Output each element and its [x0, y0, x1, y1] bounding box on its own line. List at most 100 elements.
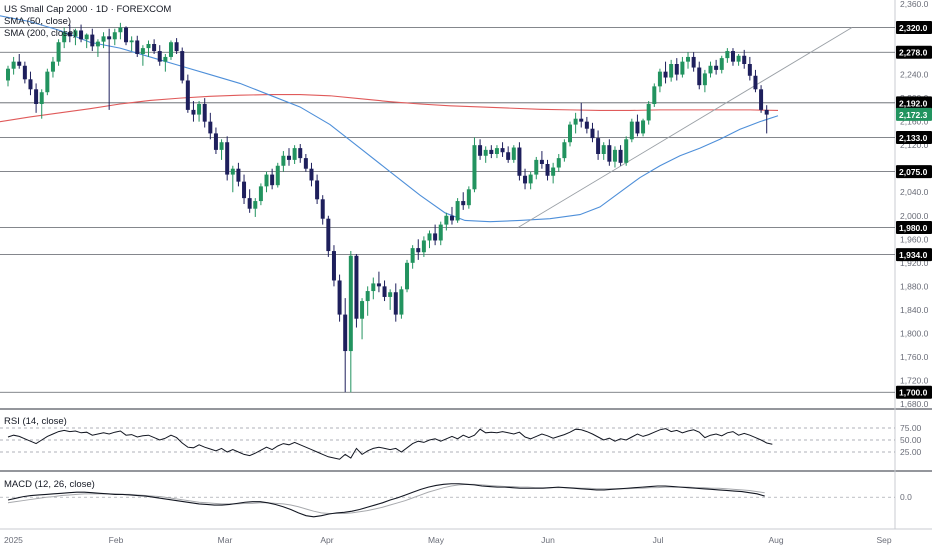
candle — [466, 189, 471, 206]
candle — [444, 215, 449, 225]
candle — [11, 61, 16, 69]
macd-legend: MACD (12, 26, close) — [4, 479, 95, 490]
candle — [405, 262, 410, 290]
candle — [494, 148, 499, 154]
candle — [674, 64, 679, 75]
candle — [17, 61, 22, 66]
candle — [371, 283, 376, 292]
level-label-box — [896, 385, 932, 399]
x-tick-label: Jun — [541, 535, 555, 545]
candle — [590, 128, 595, 139]
candle — [360, 301, 365, 319]
rsi-tick-label: 75.00 — [900, 423, 922, 433]
sma50-line — [0, 15, 779, 223]
candle — [489, 149, 494, 154]
candle — [455, 201, 460, 221]
candle — [399, 289, 404, 315]
level-label-box — [896, 45, 932, 59]
candle — [506, 152, 511, 160]
candle — [84, 34, 89, 40]
candle — [568, 124, 572, 143]
candle — [427, 233, 432, 241]
candle — [247, 198, 252, 209]
level-label: 2,075.0 — [899, 167, 928, 177]
candle — [618, 149, 623, 163]
macd-signal-line — [7, 483, 765, 514]
x-tick-label: May — [428, 535, 445, 545]
candle — [107, 36, 112, 40]
candle — [669, 64, 674, 78]
candle — [624, 139, 629, 163]
x-tick-label: Aug — [768, 535, 783, 545]
candle — [236, 168, 241, 182]
y-tick-label: 1,800.0 — [900, 328, 929, 338]
macd-tick-label: 0.0 — [900, 492, 912, 502]
candle — [416, 248, 421, 253]
candle — [354, 255, 359, 319]
y-tick-label: 1,880.0 — [900, 281, 929, 291]
candle — [461, 201, 466, 206]
level-label: 2,320.0 — [899, 23, 928, 33]
candle — [388, 292, 393, 297]
candle — [551, 167, 556, 176]
y-tick-label: 2,000.0 — [900, 211, 929, 221]
sma200-legend: SMA (200, close) — [4, 28, 77, 39]
trendline — [517, 27, 853, 228]
candle — [730, 51, 735, 62]
rsi-legend: RSI (14, close) — [4, 416, 67, 427]
candle — [652, 86, 657, 104]
y-tick-label: 2,160.0 — [900, 117, 929, 127]
candle — [759, 89, 764, 110]
candle — [208, 121, 213, 134]
candle — [376, 283, 381, 287]
candle — [90, 34, 95, 47]
candle — [292, 148, 297, 160]
candle — [483, 149, 488, 156]
x-tick-label: Apr — [320, 535, 333, 545]
candle — [337, 280, 342, 315]
level-label: 2,278.0 — [899, 48, 928, 58]
candle — [50, 61, 55, 72]
candle — [39, 92, 44, 104]
candle — [315, 180, 320, 200]
level-label: 2,192.0 — [899, 98, 928, 108]
candle — [275, 165, 280, 186]
candle — [421, 240, 426, 253]
candle — [191, 109, 196, 115]
candle — [663, 71, 668, 78]
candle — [686, 56, 691, 62]
candle — [213, 133, 218, 150]
sma200-line — [0, 94, 779, 123]
candle — [573, 118, 578, 125]
candle — [523, 175, 528, 184]
candle — [725, 51, 730, 59]
candle — [73, 30, 78, 37]
candle — [517, 147, 522, 176]
candle — [539, 159, 544, 164]
x-tick-label: Jul — [653, 535, 664, 545]
candle — [736, 55, 741, 62]
candle — [124, 27, 129, 43]
level-label: 2,133.0 — [899, 133, 928, 143]
candle — [225, 142, 230, 175]
candle — [449, 215, 454, 221]
candle — [629, 121, 634, 140]
last-price-box — [896, 107, 932, 121]
level-label-box — [896, 248, 932, 262]
candle — [180, 51, 185, 81]
candle — [697, 67, 702, 86]
candle — [472, 145, 477, 190]
candle — [140, 48, 145, 54]
candle — [562, 142, 567, 159]
level-label: 1,700.0 — [899, 388, 928, 398]
y-tick-label: 1,720.0 — [900, 375, 929, 385]
candle — [641, 120, 646, 134]
candle — [635, 121, 640, 134]
level-label-box — [896, 165, 932, 179]
candle — [708, 65, 713, 74]
y-tick-label: 1,960.0 — [900, 234, 929, 244]
y-tick-label: 1,760.0 — [900, 352, 929, 362]
candle — [101, 36, 106, 42]
candle — [112, 32, 117, 40]
